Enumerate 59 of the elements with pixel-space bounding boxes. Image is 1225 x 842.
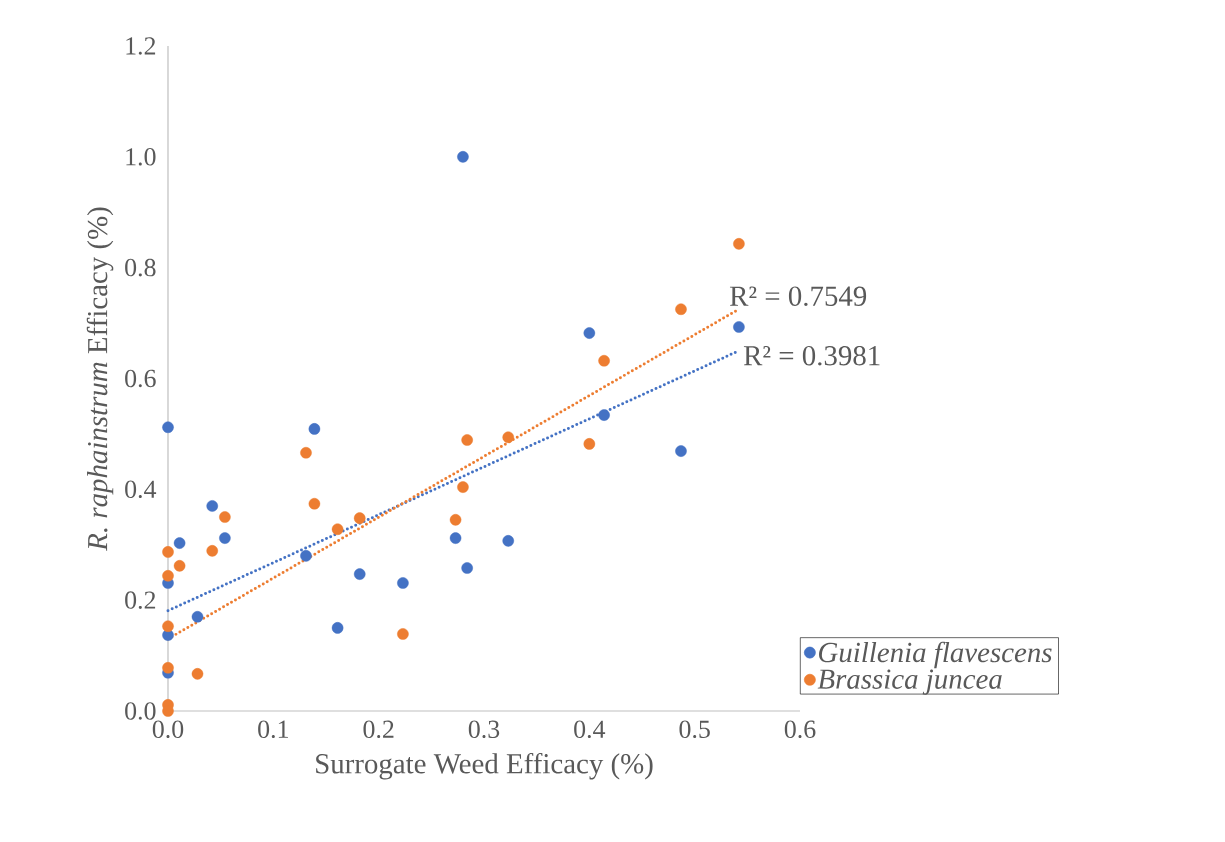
point [397,577,409,589]
point [449,532,462,544]
y-tick-label: 0.4 [125,480,157,499]
point [397,628,409,640]
x-tick-label: 0.2 [363,720,394,739]
x-tick-label: 0.6 [784,720,816,739]
point [457,481,469,493]
point [206,545,219,557]
y-tick-label: 1.0 [126,148,156,166]
y-tick-label: 1.2 [126,37,156,55]
point [300,550,312,562]
point [583,438,596,450]
point [308,423,321,435]
x-axis-title: Surrogate Weed Efficacy (%) [316,752,653,780]
x-tick-label: 0.4 [574,720,606,739]
point [173,537,186,549]
point [461,562,473,574]
y-tick-label: 0.8 [125,258,156,277]
point [308,497,321,510]
point [300,446,312,459]
point [502,431,515,444]
x-tick-label: 0.1 [258,720,288,739]
point [162,421,174,434]
point [733,238,745,250]
point [206,500,219,512]
legend-label: Guillenia flavescens [819,641,1052,669]
annotation: R² = 0.3981 [743,345,880,366]
point [219,511,231,523]
x-tick-label: 0.0 [152,720,184,739]
point [162,620,174,632]
point [162,570,174,582]
point [331,622,344,634]
y-tick-label: 0.0 [125,702,156,720]
point [353,568,366,580]
y-axis-title: R. raphainstrum Efficacy (%) [86,207,114,551]
point [353,512,366,524]
x-tick-label: 0.5 [679,720,710,739]
point [675,445,687,457]
legend-label: Brassica juncea [817,669,1002,695]
y-tick-label: 0.2 [125,591,156,609]
point [219,532,231,544]
point [598,354,610,367]
point [191,668,204,680]
y-tick-label: 0.6 [125,369,156,388]
point [598,409,610,421]
point [173,560,186,572]
x-tick-label: 0.3 [468,720,500,739]
point [331,523,344,536]
point [162,662,174,674]
point [502,535,515,547]
point [191,611,204,623]
point [461,434,473,446]
point [457,151,469,163]
point [583,327,596,339]
point [675,303,687,315]
point [162,546,174,558]
point [449,514,462,526]
point [733,321,745,333]
annotation: R² = 0.7549 [729,286,867,307]
